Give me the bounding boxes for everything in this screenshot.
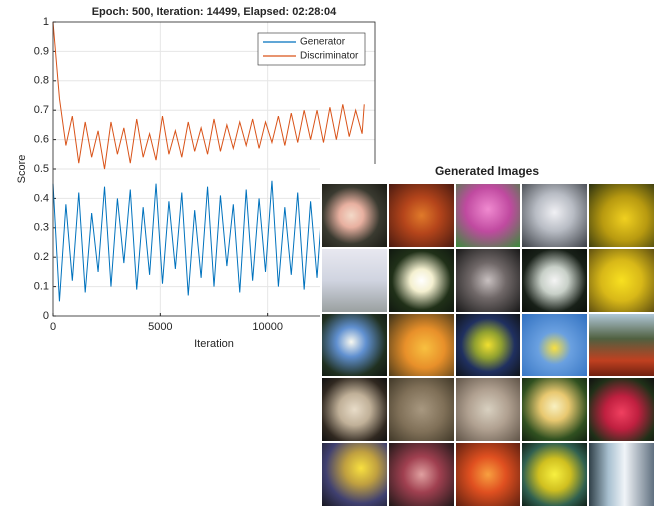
image-tile	[322, 443, 387, 506]
image-tile	[322, 248, 387, 312]
y-tick-label: 0.1	[34, 281, 49, 293]
image-tile	[322, 378, 387, 442]
image-tile	[522, 443, 588, 506]
image-tile	[455, 313, 521, 377]
y-tick-label: 0.4	[34, 192, 49, 204]
image-tile	[388, 313, 454, 377]
x-axis-label: Iteration	[194, 338, 234, 350]
image-panel: Generated Images	[320, 164, 654, 506]
series-line	[52, 180, 365, 302]
legend-label: Discriminator	[300, 51, 359, 62]
image-tile	[388, 443, 454, 506]
image-tile	[455, 248, 521, 312]
y-tick-label: 0.9	[34, 45, 49, 57]
y-tick-label: 0.7	[34, 104, 49, 116]
legend-label: Generator	[300, 37, 346, 48]
x-tick-label: 10000	[252, 321, 283, 333]
x-tick-label: 0	[50, 321, 56, 333]
image-tile	[589, 313, 654, 377]
image-tile	[322, 313, 387, 377]
legend: Generator Discriminator	[257, 32, 366, 66]
y-tick-label: 1	[43, 16, 49, 28]
legend-box	[257, 32, 366, 66]
image-tile	[388, 184, 454, 247]
image-tile	[589, 443, 654, 506]
image-tile	[522, 184, 588, 247]
y-axis-label: Score	[16, 155, 28, 184]
image-tile	[455, 443, 521, 506]
image-tile	[522, 313, 588, 377]
series-line	[52, 21, 365, 170]
image-tile	[322, 184, 387, 247]
y-tick-label: 0.3	[34, 222, 49, 234]
image-tile	[589, 378, 654, 442]
y-tick-label: 0.6	[34, 134, 49, 146]
image-grid	[322, 184, 654, 506]
image-tile	[455, 184, 521, 247]
image-tile	[522, 248, 588, 312]
image-tile	[388, 378, 454, 442]
image-tile	[589, 248, 654, 312]
image-tile	[455, 378, 521, 442]
y-tick-label: 0.8	[34, 75, 49, 87]
image-tile	[522, 378, 588, 442]
x-tick-label: 5000	[148, 321, 172, 333]
y-tick-label: 0	[43, 310, 49, 322]
chart-title: Epoch: 500, Iteration: 14499, Elapsed: 0…	[92, 6, 337, 18]
y-tick-label: 0.2	[34, 251, 49, 263]
y-tick-label: 0.5	[34, 163, 49, 175]
image-tile	[589, 184, 654, 247]
panel-title: Generated Images	[434, 164, 540, 178]
image-tile	[388, 248, 454, 312]
